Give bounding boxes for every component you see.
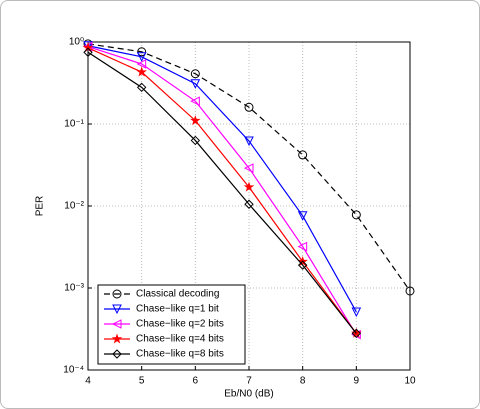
marker <box>190 115 201 126</box>
marker <box>243 181 255 192</box>
y-tick-label: 10⁰ <box>69 37 84 48</box>
legend-label: Chase−like q=4 bits <box>136 334 224 345</box>
legend-label: Classical decoding <box>136 289 219 300</box>
plot-border <box>87 41 411 371</box>
marker <box>136 66 147 77</box>
marker <box>298 150 308 160</box>
x-tick-label: 4 <box>85 376 91 387</box>
marker <box>244 102 254 112</box>
legend-marker <box>112 304 122 315</box>
legend-marker <box>112 349 122 359</box>
marker <box>190 96 200 106</box>
marker <box>190 79 201 89</box>
legend-label: Chase−like q=2 bits <box>136 319 224 330</box>
marker <box>137 47 147 57</box>
marker <box>297 241 308 252</box>
legend-marker <box>112 289 122 299</box>
y-tick-label: 10⁻⁴ <box>63 365 84 376</box>
marker <box>297 260 308 270</box>
legend-label: Chase−like q=8 bits <box>136 349 224 360</box>
y-tick-label: 10⁻³ <box>64 283 84 294</box>
marker <box>244 199 254 209</box>
line <box>87 51 357 334</box>
marker <box>351 328 362 339</box>
x-tick-label: 9 <box>354 376 360 387</box>
x-tick-label: 10 <box>404 376 416 387</box>
legend-marker <box>111 333 123 344</box>
marker <box>351 307 362 318</box>
line <box>87 45 357 313</box>
marker <box>136 52 147 62</box>
line <box>87 45 357 335</box>
marker <box>82 42 94 53</box>
legend-label: Chase−like q=1 bit <box>136 304 219 315</box>
line <box>87 47 357 334</box>
y-axis-label: PER <box>35 196 46 217</box>
y-tick-label: 10⁻¹ <box>64 119 84 130</box>
marker <box>190 69 200 79</box>
x-tick-label: 7 <box>246 376 252 387</box>
x-tick-label: 8 <box>300 376 306 387</box>
x-axis-label: Eb/N0 (dB) <box>224 389 273 400</box>
marker <box>190 135 201 146</box>
marker <box>136 82 147 93</box>
marker <box>243 163 254 173</box>
marker <box>405 286 415 296</box>
marker <box>244 136 254 147</box>
marker <box>351 210 361 220</box>
legend-marker <box>111 319 122 329</box>
marker <box>297 211 308 221</box>
y-tick-label: 10⁻² <box>64 201 84 212</box>
marker <box>136 59 147 69</box>
x-tick-label: 5 <box>139 376 145 387</box>
line <box>87 43 411 292</box>
x-tick-label: 6 <box>193 376 199 387</box>
marker <box>83 47 93 57</box>
